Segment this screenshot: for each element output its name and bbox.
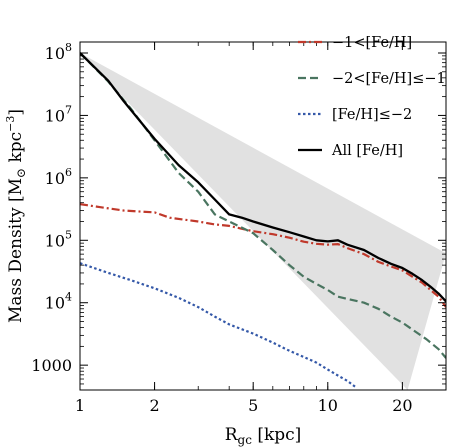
y-tick-label: 105 bbox=[45, 228, 72, 250]
x-tick-label: 10 bbox=[318, 396, 338, 415]
x-tick-label: 20 bbox=[392, 396, 412, 415]
x-tick-label: 2 bbox=[149, 396, 159, 415]
tick-layer: 1 2 5 10 20 1000 104 105 106 107 108 bbox=[31, 41, 447, 415]
legend-label: −2<[Fe/H]≤−1 bbox=[332, 71, 446, 87]
shaded-band-layer bbox=[80, 53, 446, 390]
x-tick-label: 5 bbox=[248, 396, 258, 415]
legend: −1<[Fe/H] −2<[Fe/H]≤−1 [Fe/H]≤−2 All [Fe/H] bbox=[298, 35, 446, 159]
y-tick-label: 108 bbox=[45, 41, 72, 63]
series-line-3 bbox=[80, 52, 446, 303]
y-tick-label: 104 bbox=[45, 291, 72, 313]
legend-label: −1<[Fe/H] bbox=[332, 35, 412, 51]
legend-label: [Fe/H]≤−2 bbox=[332, 107, 412, 123]
y-tick-label: 107 bbox=[45, 103, 72, 125]
x-tick-label: 1 bbox=[75, 396, 85, 415]
series-layer bbox=[80, 52, 446, 389]
x-axis-title: Rgc [kpc] bbox=[225, 425, 302, 447]
series-line-1 bbox=[80, 52, 446, 359]
series-line-2 bbox=[80, 262, 357, 389]
series-line-0 bbox=[80, 203, 446, 308]
y-tick-label: 106 bbox=[45, 166, 72, 188]
y-tick-label: 1000 bbox=[31, 356, 72, 375]
plot-frame bbox=[79, 41, 447, 391]
legend-label: All [Fe/H] bbox=[331, 143, 403, 159]
y-axis-title: Mass Density [M⊙ kpc−3] bbox=[4, 109, 28, 323]
shaded-band bbox=[80, 53, 446, 390]
